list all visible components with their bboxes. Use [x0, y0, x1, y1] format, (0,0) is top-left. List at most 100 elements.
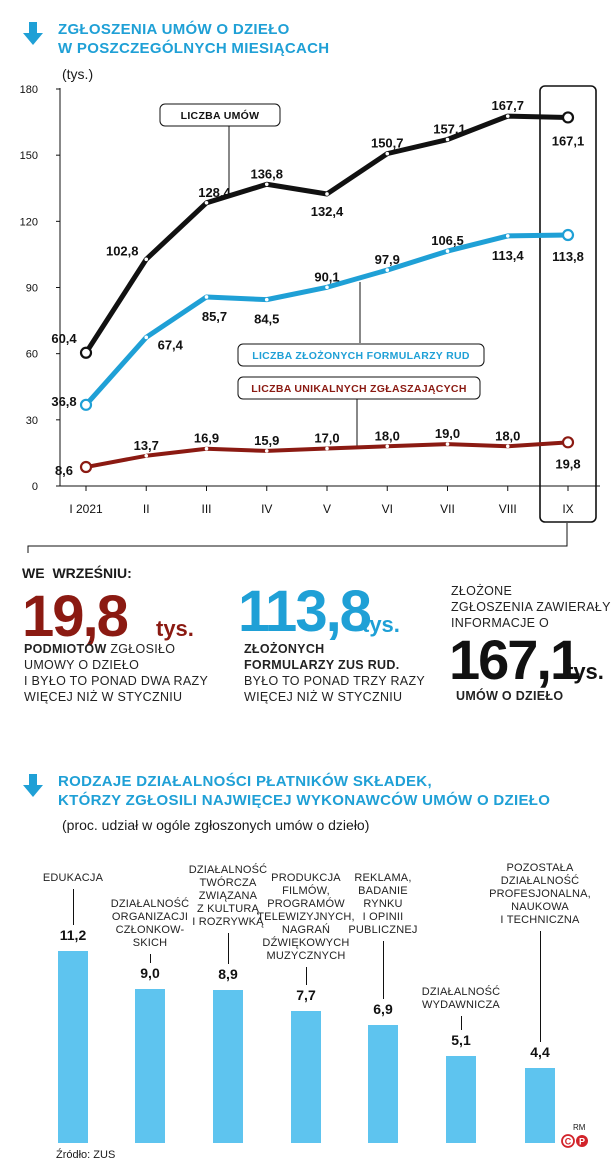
- data-label-umowy: 102,8: [106, 243, 139, 258]
- stat1-rest1: ZGŁOSIŁO: [106, 642, 176, 656]
- cp-logo: C P: [561, 1134, 589, 1153]
- data-point-zglaszajacy: [505, 444, 510, 449]
- stat2-caption: ZŁOŻONYCH FORMULARZY ZUS RUD. BYŁO TO PO…: [244, 641, 425, 705]
- bar-category-label-line: SKICH: [132, 937, 168, 949]
- y-tick-label: 180: [20, 84, 38, 96]
- data-point-rud: [79, 398, 93, 411]
- summary-connector: [27, 523, 568, 553]
- section2-subtitle: (proc. udział w ogóle zgłoszonych umów o…: [62, 817, 370, 833]
- bar: [58, 951, 88, 1143]
- bar-category-label-line: DZIAŁALNOŚĆ: [188, 864, 268, 876]
- bar: [213, 990, 243, 1143]
- bar: [446, 1055, 476, 1143]
- bar: [368, 1024, 398, 1143]
- bar-category-label-line: REKLAMA,: [354, 872, 412, 884]
- bar-leader-line: [306, 967, 307, 985]
- section2-title-line1: RODZAJE DZIAŁALNOŚCI PŁATNIKÓW SKŁADEK,: [58, 773, 432, 790]
- bar-value-label: 4,4: [530, 1043, 550, 1060]
- bar-leader-line: [150, 954, 151, 963]
- data-label-umowy: 128,4: [198, 185, 231, 200]
- legend-rud-label: LICZBA ZŁOŻONYCH FORMULARZY RUD: [252, 349, 470, 362]
- highlight-box: [539, 85, 597, 523]
- section1-title: ZGŁOSZENIA UMÓW O DZIEŁO W POSZCZEGÓLNYC…: [58, 20, 329, 58]
- down-arrow-icon: [22, 774, 44, 803]
- y-tick-label: 30: [26, 415, 38, 427]
- data-point-rud: [445, 249, 450, 253]
- x-tick-label: VII: [440, 502, 455, 516]
- stat2-unit: tys.: [362, 612, 400, 637]
- series-line-umowy: [83, 113, 571, 356]
- bar-category-label: DZIAŁALNOŚĆ ORGANIZACJI CZŁONKOW- SKICH: [90, 898, 210, 950]
- summary-heading: WE WRZEŚNIU:: [22, 565, 132, 581]
- bar-leader-line: [461, 1016, 462, 1030]
- data-label-zglaszajacy: 18,0: [375, 428, 400, 443]
- bar-category-label-line: EDUKACJA: [42, 872, 104, 884]
- bar-category-label: PRODUKCJA FILMÓW, PROGRAMÓW TELEWIZYJNYCH, N…: [246, 872, 366, 963]
- bar-value-label: 6,9: [373, 1000, 393, 1017]
- data-label-umowy: 132,4: [311, 204, 344, 219]
- svg-text:P: P: [579, 1137, 585, 1147]
- y-tick-label: 120: [20, 216, 38, 228]
- stat1-rest4: WIĘCEJ NIŻ W STYCZNIU: [24, 690, 183, 704]
- x-tick-label: III: [201, 502, 211, 516]
- bar-category-label-line: FILMÓW,: [282, 885, 330, 897]
- stat1-bold: PODMIOTÓW: [24, 642, 107, 656]
- down-arrow-icon: [22, 22, 44, 51]
- bar-value-label: 11,2: [59, 927, 87, 943]
- bar-category-label-line: ZWIĄZANA: [198, 890, 258, 902]
- bar-category-label-line: PRODUKCJA: [271, 872, 341, 884]
- stat2-bold2: FORMULARZY ZUS RUD.: [244, 658, 400, 672]
- data-point-umowy: [325, 192, 329, 196]
- source-note: Źródło: ZUS: [56, 1149, 116, 1161]
- data-point-rud: [385, 268, 390, 272]
- x-tick-label: VIII: [499, 502, 517, 516]
- data-point-umowy: [264, 182, 269, 187]
- stat1-rest3: I BYŁO TO PONAD DWA RAZY: [24, 674, 209, 688]
- bar-leader-line: [540, 931, 541, 1042]
- bar-category-label: EDUKACJA: [13, 872, 133, 885]
- bar-category-label-line: PROGRAMÓW: [267, 898, 345, 910]
- bar-category-label: REKLAMA, BADANIE RYNKU I OPINII PUBLICZNEJ: [323, 872, 443, 937]
- section2-title-line2: KTÓRZY ZGŁOSILI NAJWIĘCEJ WYKONAWCÓW UMÓ…: [58, 792, 551, 809]
- x-tick-label: IX: [562, 502, 573, 516]
- bar-category-label-line: WYDAWNICZA: [422, 999, 500, 1011]
- bar: [525, 1067, 555, 1143]
- section1-title-line1: ZGŁOSZENIA UMÓW O DZIEŁO: [58, 21, 290, 38]
- author-initials: RM: [573, 1123, 586, 1132]
- data-point-zglaszajacy: [325, 446, 329, 451]
- data-label-rud: 90,1: [314, 269, 339, 284]
- data-label-rud: 97,9: [375, 252, 400, 267]
- bar-category-label-line: DZIAŁALNOŚĆ: [500, 875, 580, 887]
- bar-category-label-line: DZIAŁALNOŚĆ: [110, 898, 190, 910]
- data-point-umowy: [385, 151, 390, 156]
- stat1-unit: tys.: [156, 616, 194, 641]
- data-label-zglaszajacy: 8,6: [55, 463, 73, 478]
- data-point-umowy: [561, 111, 575, 124]
- legend-zglaszajacy-box: [237, 376, 481, 400]
- data-point-umowy: [445, 137, 450, 142]
- x-tick-label: I 2021: [69, 502, 103, 516]
- stat3-pre: ZŁOŻONE ZGŁOSZENIA ZAWIERAŁY INFORMACJE …: [451, 583, 611, 631]
- legend-rud-box: [237, 343, 485, 367]
- data-label-zglaszajacy: 16,9: [194, 431, 219, 446]
- bar-category-label-line: PUBLICZNEJ: [348, 924, 418, 936]
- x-tick-label: V: [323, 502, 331, 516]
- y-tick-label: 60: [26, 349, 38, 361]
- data-label-umowy: 167,7: [491, 98, 524, 113]
- bar-value-label: 8,9: [218, 966, 238, 983]
- x-tick-label: II: [143, 502, 150, 516]
- legend-zglaszajacy-label: LICZBA UNIKALNYCH ZGŁASZAJĄCYCH: [251, 383, 466, 395]
- bar-category-label-line: TELEWIZYJNYCH,: [257, 911, 355, 923]
- data-point-zglaszajacy: [385, 444, 390, 449]
- data-label-zglaszajacy: 15,9: [254, 433, 279, 448]
- bar-category-label-line: BADANIE: [358, 885, 408, 897]
- stat2-value: 113,8: [238, 579, 372, 644]
- bar-leader-line: [228, 933, 229, 965]
- bar-category-label-line: CZŁONKOW-: [115, 924, 185, 936]
- data-point-zglaszajacy: [79, 460, 93, 474]
- data-point-rud: [561, 228, 575, 242]
- bar-category-label-line: POZOSTAŁA: [506, 862, 574, 874]
- bar-value-label: 5,1: [451, 1031, 471, 1048]
- bar-leader-line: [383, 941, 384, 999]
